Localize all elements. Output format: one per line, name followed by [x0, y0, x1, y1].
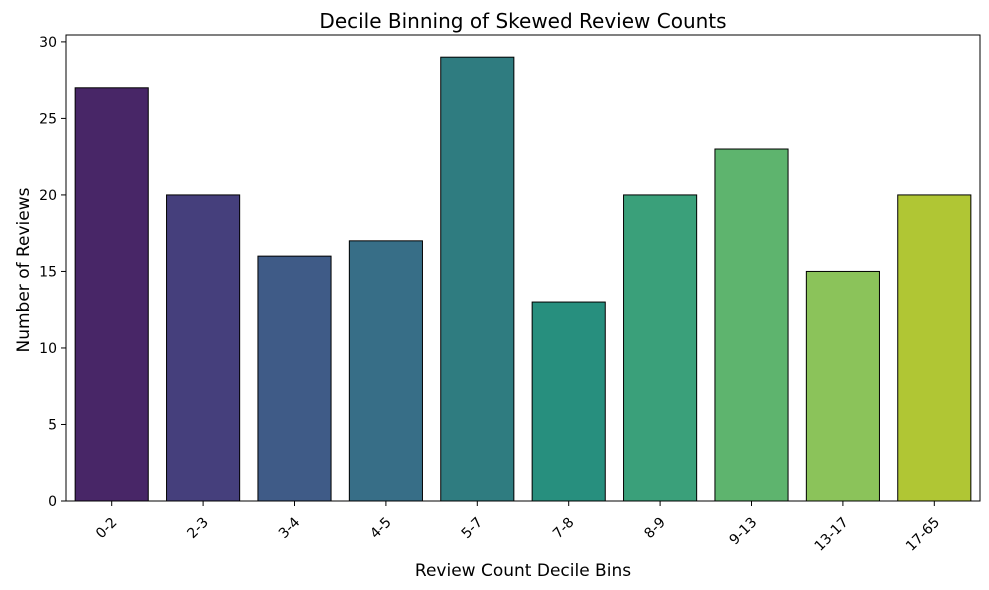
y-tick-label: 10	[39, 341, 57, 357]
bar-4-5	[348, 240, 423, 502]
bar-7-8	[531, 301, 606, 502]
y-tick-label: 15	[39, 264, 57, 280]
bar-8-9	[623, 194, 698, 502]
y-tick-label: 20	[39, 188, 57, 204]
bar-9-13	[714, 148, 789, 502]
x-axis-label: Review Count Decile Bins	[415, 561, 631, 581]
x-tick-label: 2-3	[184, 515, 211, 542]
y-tick-label: 5	[48, 417, 57, 433]
x-tick-label: 7-8	[550, 515, 577, 542]
bar-0-2	[74, 87, 149, 502]
x-tick-label: 5-7	[459, 515, 486, 542]
x-tick-label: 4-5	[367, 515, 394, 542]
bars-group	[74, 56, 972, 502]
bar-5-7	[440, 56, 515, 502]
x-tick-label: 8-9	[641, 515, 668, 542]
bar-13-17	[805, 270, 880, 502]
y-tick-label: 25	[39, 111, 57, 127]
x-tick-label: 0-2	[93, 515, 120, 542]
bar-3-4	[257, 255, 332, 502]
bar-17-65	[897, 194, 972, 502]
x-tick-label: 17-65	[903, 515, 943, 555]
x-axis: 0-2 2-3 3-4 4-5 5-7 7-8 8-9 9-13 13-17 17-65	[93, 501, 943, 555]
y-axis: 0 5 10 15 20 25 30	[39, 35, 66, 510]
y-tick-label: 30	[39, 35, 57, 51]
chart-title: Decile Binning of Skewed Review Counts	[319, 9, 726, 33]
y-tick-label: 0	[48, 494, 57, 510]
x-tick-label: 13-17	[812, 515, 852, 555]
x-tick-label: 9-13	[727, 515, 761, 549]
bar-2-3	[166, 194, 241, 502]
x-tick-label: 3-4	[276, 514, 304, 542]
plot-frame	[65, 34, 981, 502]
y-axis-label: Number of Reviews	[14, 187, 34, 352]
